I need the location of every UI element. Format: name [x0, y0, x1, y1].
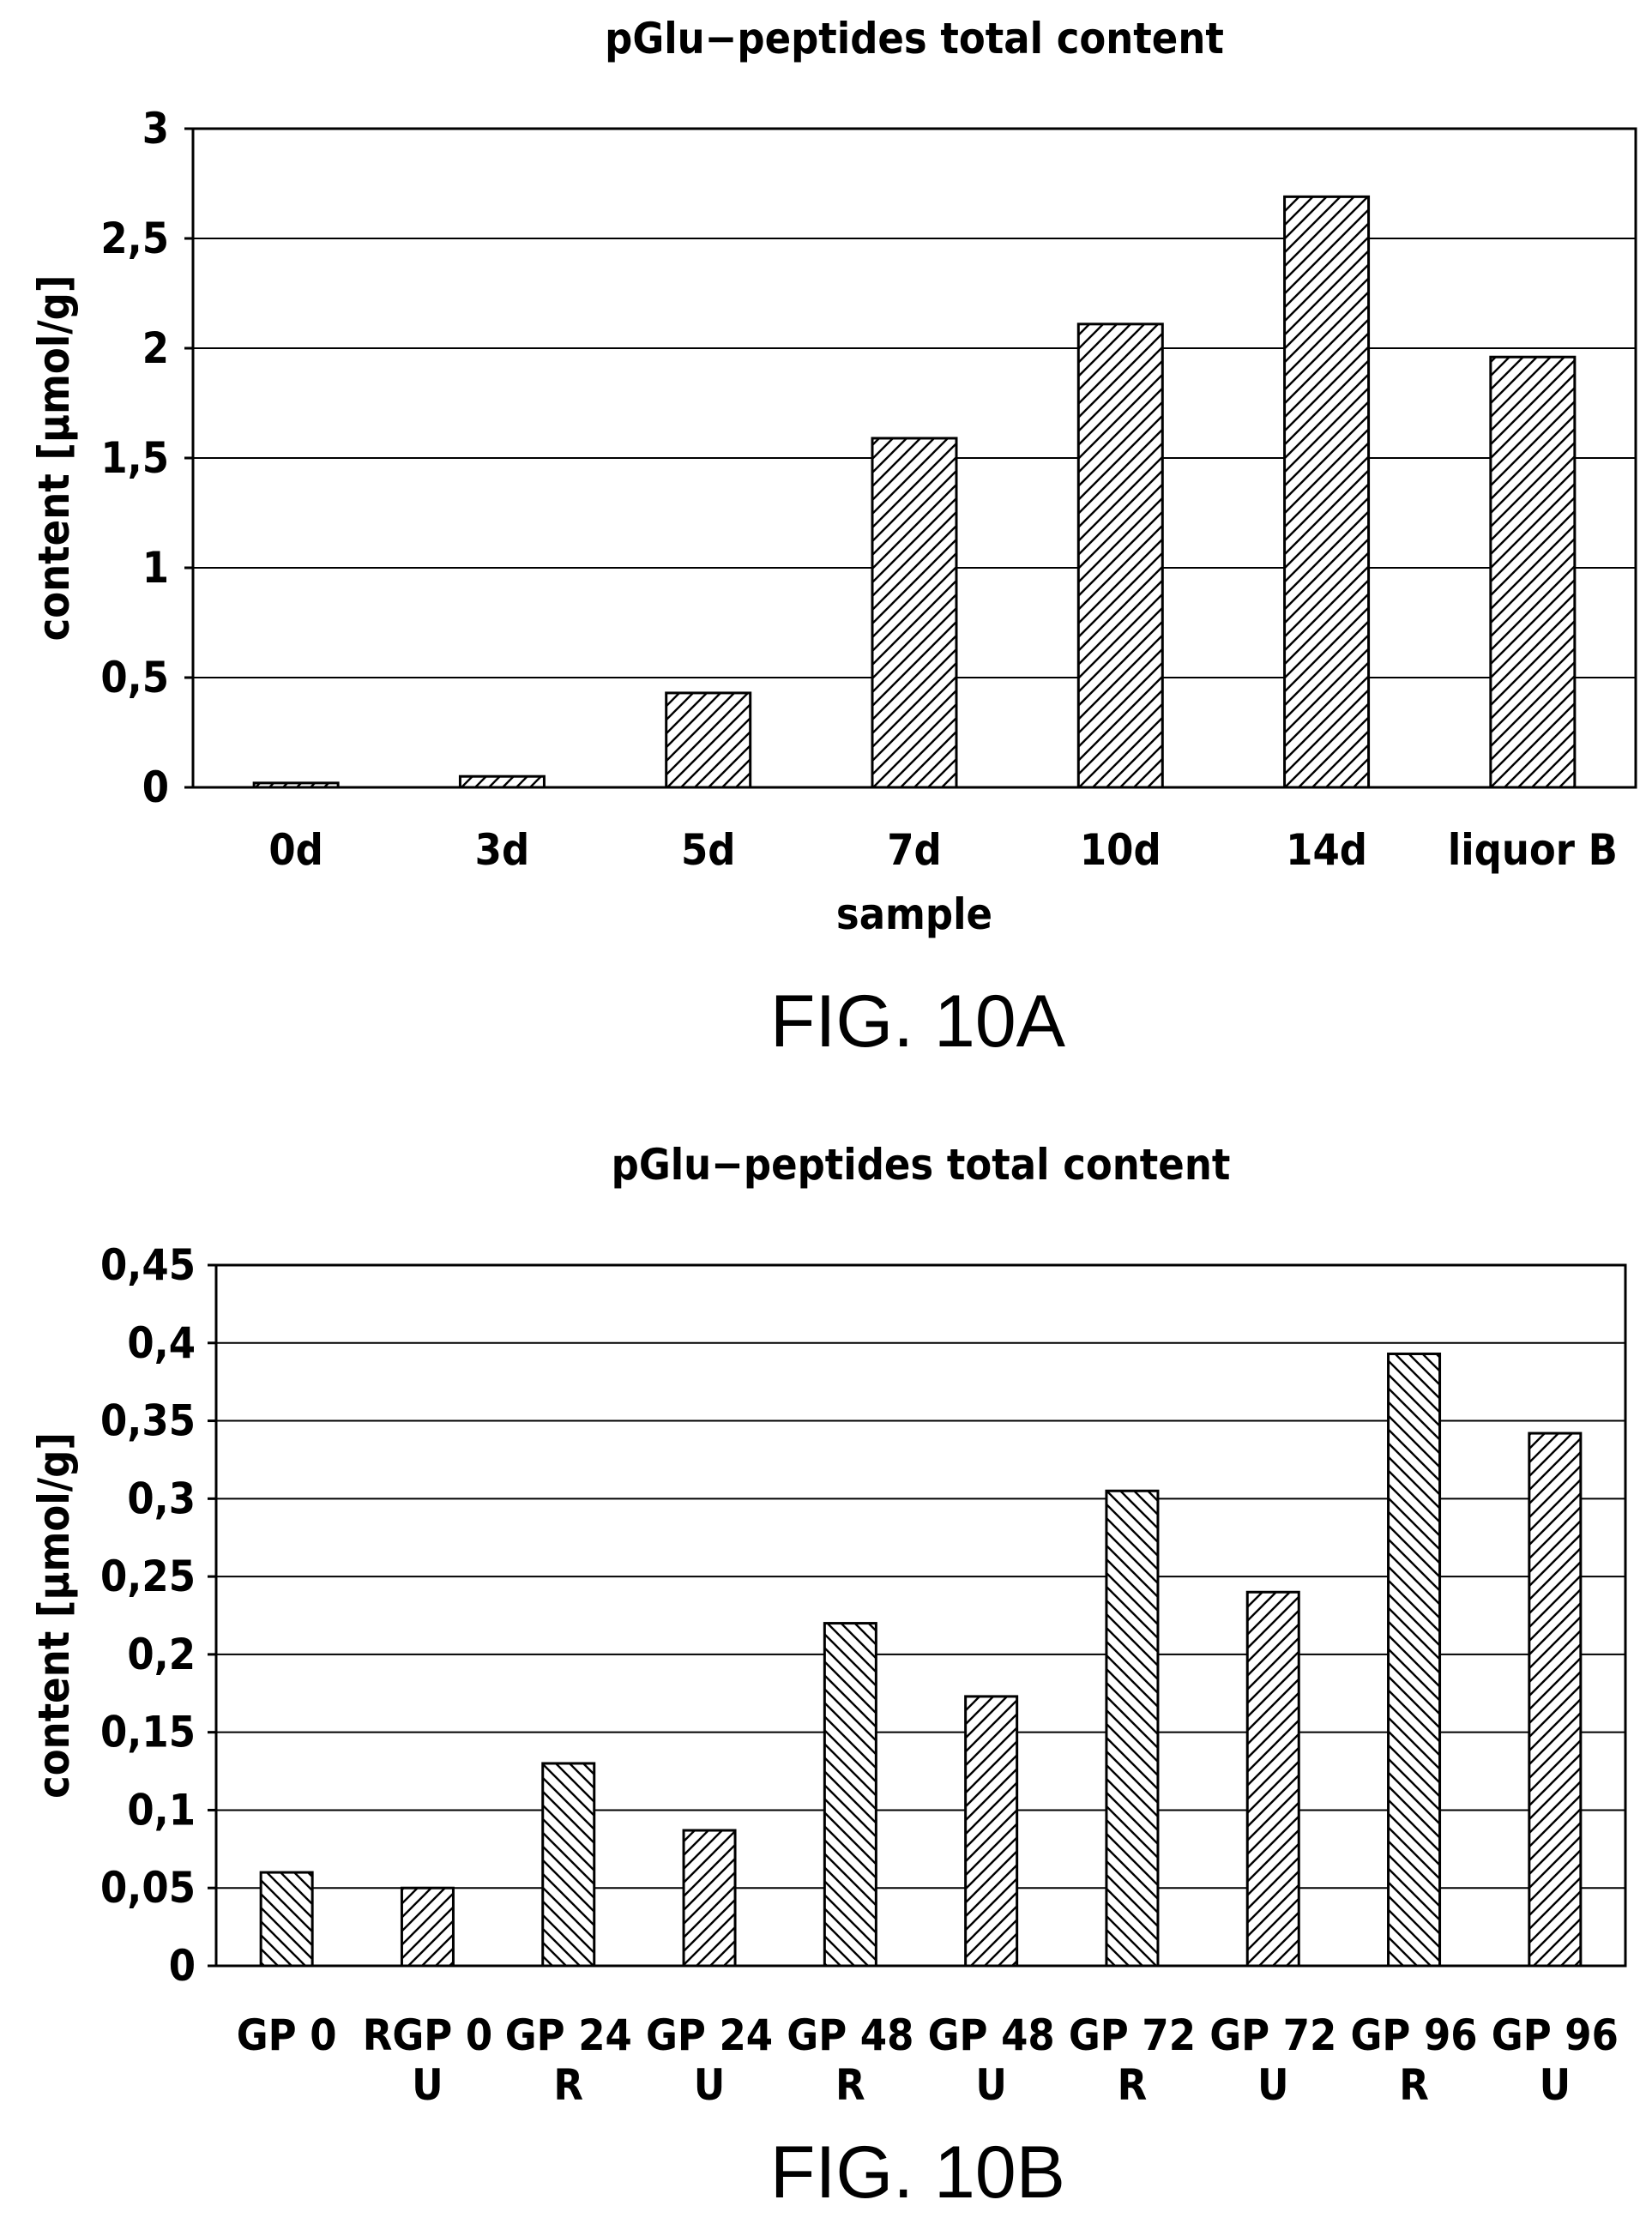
- bar: [1245, 1590, 1300, 1968]
- bar: [1283, 195, 1371, 789]
- x-tick-label: 14d: [1286, 825, 1367, 875]
- x-tick-label: GP 48: [928, 2010, 1055, 2060]
- y-tick-label: 1,5: [100, 433, 169, 483]
- chart-10b: pGlu−peptides total content 0 0,05 0,1 0,15 0…: [29, 1140, 1627, 2214]
- bar: [1105, 1489, 1160, 1968]
- x-tick-label: R: [1399, 2060, 1429, 2110]
- y-tick-label: 2,5: [100, 214, 169, 263]
- figure-caption: FIG. 10B: [770, 2131, 1065, 2214]
- chart-title: pGlu−peptides total content: [605, 14, 1224, 63]
- x-tick-label: U: [412, 2060, 443, 2110]
- bar: [964, 1695, 1019, 1968]
- x-tick-label: GP 72: [1069, 2010, 1196, 2060]
- x-tick-label: 5d: [681, 825, 736, 875]
- y-tick-label: 3: [142, 104, 169, 154]
- bar: [458, 774, 546, 789]
- y-tick-label: 0,25: [100, 1552, 196, 1601]
- y-tick-label: 0,15: [100, 1708, 196, 1757]
- y-tick-label: 1: [142, 543, 169, 593]
- bar: [259, 1871, 314, 1968]
- bar: [1076, 322, 1164, 789]
- y-tick-label: 0,1: [127, 1785, 196, 1835]
- bar: [823, 1622, 877, 1968]
- x-tick-label: RGP 0: [363, 2010, 492, 2060]
- y-axis-label: content [μmol/g]: [29, 1432, 79, 1799]
- y-axis-label: content [μmol/g]: [29, 275, 79, 642]
- y-tick-label: 0: [169, 1941, 196, 1991]
- x-tick-label: R: [553, 2060, 583, 2110]
- y-tick-label: 0: [142, 762, 169, 812]
- x-tick-label: GP 72: [1209, 2010, 1336, 2060]
- x-tick-label: GP 0: [237, 2010, 337, 2060]
- x-tick-label: U: [1257, 2060, 1289, 2110]
- bar: [682, 1829, 737, 1968]
- x-tick-label: R: [1118, 2060, 1148, 2110]
- x-tick-label: 10d: [1080, 825, 1161, 875]
- y-tick-label: 0,5: [100, 653, 169, 702]
- bar: [871, 437, 958, 789]
- bar: [1387, 1352, 1442, 1968]
- x-tick-label: 3d: [475, 825, 530, 875]
- x-tick-label: GP 96: [1350, 2010, 1477, 2060]
- x-tick-label: R: [835, 2060, 865, 2110]
- x-tick-label: GP 24: [646, 2010, 773, 2060]
- plot-frame: [214, 1263, 1627, 1968]
- x-axis-label: sample: [836, 889, 992, 939]
- bar: [1489, 355, 1577, 789]
- plot-frame: [191, 127, 1637, 789]
- x-tick-label: 7d: [887, 825, 942, 875]
- chart-title: pGlu−peptides total content: [612, 1140, 1231, 1190]
- bar: [1528, 1431, 1583, 1968]
- figure-10a: pGlu−peptides total content 0 0,5 1 1,5 2 2,5 3…: [0, 0, 1652, 1081]
- x-tick-label: liquor B: [1448, 825, 1618, 875]
- bar: [541, 1762, 596, 1968]
- y-tick-label: 2: [142, 323, 169, 373]
- x-tick-label: U: [694, 2060, 726, 2110]
- y-tick-label: 0,2: [127, 1630, 196, 1679]
- figure-caption: FIG. 10A: [770, 980, 1066, 1063]
- x-tick-label: GP 48: [787, 2010, 913, 2060]
- y-tick-label: 0,4: [127, 1318, 196, 1368]
- chart-10a: pGlu−peptides total content 0 0,5 1 1,5 2 2,5 3…: [29, 14, 1637, 1063]
- y-tick-label: 0,05: [100, 1863, 196, 1913]
- figure-10b: pGlu−peptides total content 0 0,05 0,1 0,15 0…: [0, 1098, 1652, 2230]
- x-tick-label: U: [975, 2060, 1007, 2110]
- x-tick-label: 0d: [268, 825, 323, 875]
- y-tick-label: 0,35: [100, 1396, 196, 1446]
- bar: [400, 1886, 455, 1968]
- x-tick-label: GP 96: [1492, 2010, 1619, 2060]
- y-tick-label: 0,45: [100, 1240, 196, 1290]
- x-tick-label: GP 24: [505, 2010, 632, 2060]
- x-tick-label: U: [1540, 2060, 1571, 2110]
- y-tick-label: 0,3: [127, 1474, 196, 1523]
- bar: [665, 691, 752, 789]
